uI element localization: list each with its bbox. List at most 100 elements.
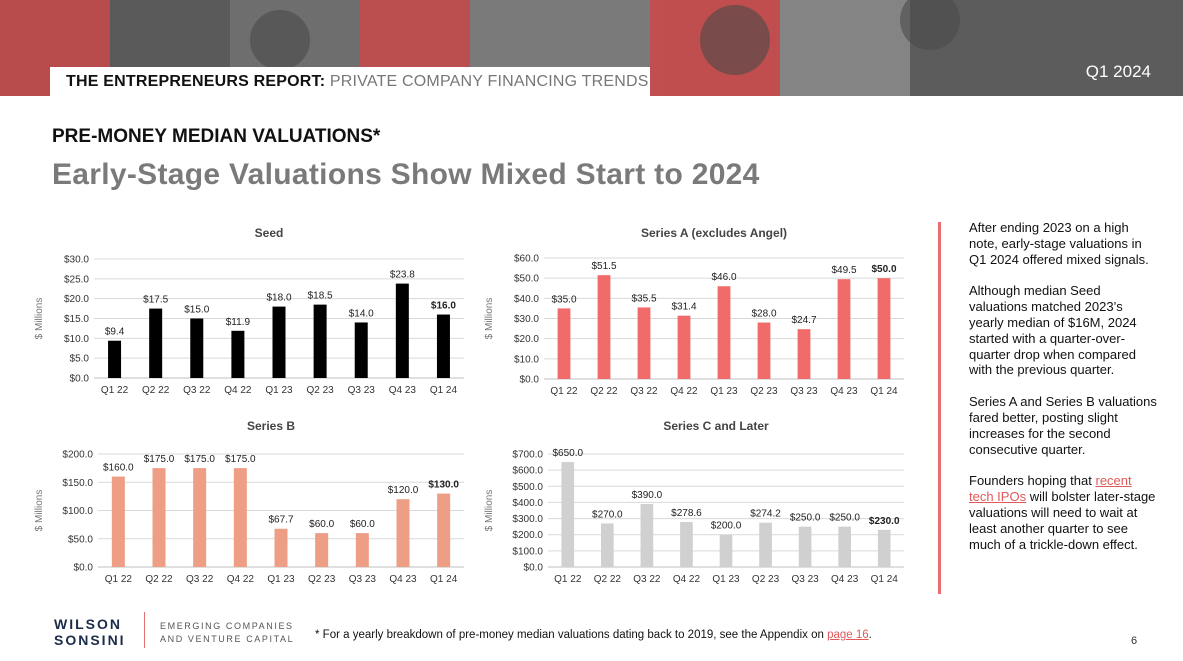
- bar: [190, 318, 204, 378]
- commentary-text: Founders hoping that: [969, 473, 1096, 489]
- x-tick-label: Q4 22: [224, 385, 252, 396]
- y-tick-label: $60.0: [514, 254, 539, 265]
- series-b-chart: Series B $0.0 $50.0 $100.0 $150.0 $200.0 $ Mil…: [30, 415, 470, 595]
- x-tick-label: Q3 22: [186, 574, 214, 585]
- appendix-page-link[interactable]: page 16: [827, 629, 869, 641]
- data-label: $9.4: [105, 327, 125, 338]
- x-tick-label: Q1 24: [870, 386, 898, 397]
- y-tick-label: $20.0: [64, 294, 89, 305]
- chart-title: Series B: [247, 419, 295, 433]
- bar: [717, 286, 731, 379]
- seed-chart: Seed $0.0 $5.0 $10.0 $15.0 $20.0 $25.0 $30.0 $ M…: [30, 222, 470, 407]
- bar: [111, 476, 125, 567]
- commentary-paragraph: Founders hoping that recent tech IPOs wi…: [969, 473, 1159, 552]
- header-banner: THE ENTREPRENEURS REPORT: PRIVATE COMPAN…: [0, 0, 1183, 96]
- bar: [640, 504, 654, 567]
- chart-title: Series A (excludes Angel): [641, 226, 787, 240]
- logo-line: SONSINI: [54, 632, 126, 648]
- y-tick-label: $300.0: [512, 514, 543, 525]
- bar: [396, 499, 410, 567]
- x-tick-label: Q4 23: [389, 385, 417, 396]
- y-tick-label: $700.0: [512, 450, 543, 461]
- commentary-text: will bolster later-stage valuations will…: [969, 489, 1156, 552]
- x-tick-label: Q3 23: [349, 574, 377, 585]
- bar: [601, 523, 614, 567]
- y-tick-label: $500.0: [512, 482, 543, 493]
- seed-chart-svg: Seed $0.0 $5.0 $10.0 $15.0 $20.0 $25.0 $30.0 $ M…: [34, 226, 464, 396]
- x-tick-label: Q4 22: [227, 574, 255, 585]
- logo-line: WILSON: [54, 616, 122, 632]
- data-label: $390.0: [632, 490, 663, 501]
- series-c-chart-svg: Series C and Later $0.0 $100.0 $200.0 $300.0…: [484, 419, 904, 585]
- data-label: $46.0: [711, 272, 736, 283]
- x-tick-label: Q1 23: [265, 385, 293, 396]
- footnote-text: * For a yearly breakdown of pre-money me…: [315, 629, 828, 641]
- y-tick-label: $10.0: [64, 334, 89, 345]
- data-label: $120.0: [388, 485, 419, 496]
- bar: [877, 278, 891, 379]
- data-label: $250.0: [790, 513, 821, 524]
- x-tick-label: Q3 23: [791, 574, 819, 585]
- bar: [557, 308, 571, 379]
- x-tick-label: Q1 24: [430, 385, 458, 396]
- data-label: $35.5: [631, 293, 656, 304]
- recent-tech-ipos-link[interactable]: recent tech IPOs: [969, 473, 1132, 505]
- banner-photo-panel: [780, 0, 910, 96]
- practice-line: EMERGING COMPANIES: [160, 621, 294, 631]
- y-tick-label: $0.0: [520, 375, 540, 386]
- x-tick-label: Q2 23: [308, 574, 336, 585]
- x-tick-label: Q4 23: [389, 574, 417, 585]
- y-tick-label: $200.0: [512, 530, 543, 541]
- data-label: $23.8: [390, 270, 415, 281]
- data-label: $60.0: [350, 519, 375, 530]
- practice-name: EMERGING COMPANIES AND VENTURE CAPITAL: [160, 620, 294, 646]
- y-tick-label: $50.0: [68, 534, 93, 545]
- data-label: $270.0: [592, 509, 623, 520]
- data-label: $31.4: [671, 302, 696, 313]
- bar: [193, 468, 207, 567]
- footnote: * For a yearly breakdown of pre-money me…: [315, 629, 872, 641]
- series-a-chart: Series A (excludes Angel) $0.0 $10.0 $20.0 $…: [480, 222, 920, 407]
- x-tick-label: Q1 23: [267, 574, 295, 585]
- x-tick-label: Q2 22: [142, 385, 170, 396]
- data-label: $50.0: [871, 264, 896, 275]
- y-axis-label: $ Millions: [484, 298, 495, 340]
- report-quarter: Q1 2024: [1085, 62, 1151, 81]
- data-label: $130.0: [428, 480, 459, 491]
- y-tick-label: $30.0: [514, 314, 539, 325]
- bar: [719, 534, 733, 567]
- data-label: $16.0: [431, 301, 456, 312]
- data-label: $175.0: [144, 454, 175, 465]
- y-tick-label: $400.0: [512, 498, 543, 509]
- x-tick-label: Q2 23: [750, 386, 778, 397]
- page-title: Early-Stage Valuations Show Mixed Start …: [52, 158, 760, 191]
- y-tick-label: $10.0: [514, 354, 539, 365]
- bar: [561, 462, 575, 567]
- bar: [108, 340, 122, 378]
- data-label: $28.0: [751, 309, 776, 320]
- bar: [877, 529, 891, 567]
- data-label: $11.9: [226, 317, 251, 328]
- x-tick-label: Q4 23: [830, 386, 858, 397]
- y-tick-label: $25.0: [64, 274, 89, 285]
- x-tick-label: Q2 22: [594, 574, 622, 585]
- y-tick-label: $30.0: [64, 255, 89, 266]
- bar: [354, 322, 368, 378]
- x-tick-label: Q1 22: [554, 574, 582, 585]
- data-label: $200.0: [711, 521, 742, 532]
- y-tick-label: $150.0: [62, 478, 93, 489]
- section-title: PRE-MONEY MEDIAN VALUATIONS*: [52, 126, 381, 147]
- bar: [759, 522, 772, 567]
- x-tick-label: Q1 23: [710, 386, 738, 397]
- logo-divider: [144, 612, 145, 648]
- bar: [757, 322, 771, 379]
- data-label: $274.2: [750, 509, 781, 520]
- x-tick-label: Q3 22: [633, 574, 661, 585]
- data-label: $60.0: [309, 519, 334, 530]
- y-tick-label: $200.0: [62, 450, 93, 461]
- bar: [680, 522, 693, 567]
- y-tick-label: $0.0: [70, 374, 90, 385]
- x-tick-label: Q3 22: [183, 385, 211, 396]
- bar: [149, 308, 163, 378]
- page-number: 6: [1131, 635, 1138, 647]
